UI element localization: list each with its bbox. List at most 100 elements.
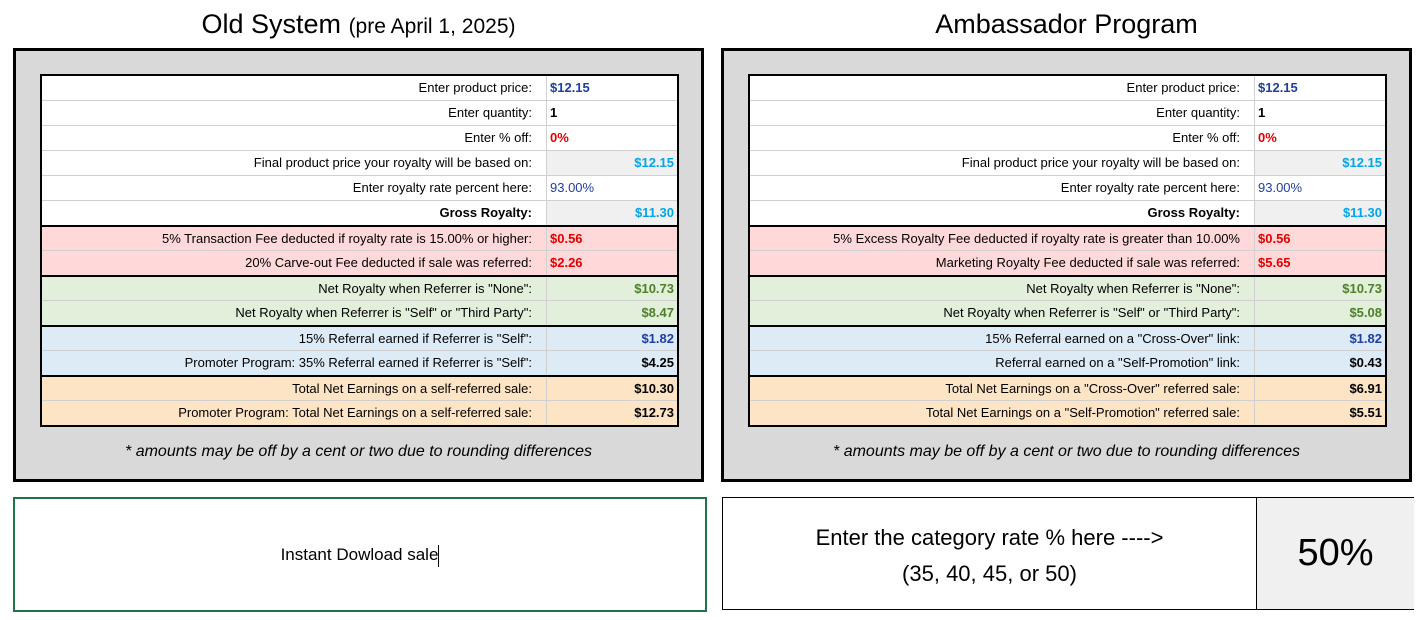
row-label: 5% Transaction Fee deducted if royalty r… [162, 231, 532, 246]
table-row: Enter royalty rate percent here: 93.00% [42, 175, 677, 200]
row-value: $5.65 [1254, 251, 1385, 275]
row-label: Promoter Program: 35% Referral earned if… [184, 355, 532, 370]
row-value[interactable]: 1 [546, 101, 677, 125]
rate-value[interactable]: 50% [1256, 498, 1414, 609]
row-value: $4.25 [546, 351, 677, 375]
row-label: 20% Carve-out Fee deducted if sale was r… [245, 255, 532, 270]
table-row: Total Net Earnings on a "Self-Promotion"… [750, 400, 1385, 425]
row-label: Enter product price: [418, 80, 532, 95]
row-label: Promoter Program: Total Net Earnings on … [178, 405, 532, 420]
row-label: Total Net Earnings on a "Cross-Over" ref… [945, 381, 1240, 396]
table-row: Total Net Earnings on a "Cross-Over" ref… [750, 375, 1385, 400]
row-label: Net Royalty when Referrer is "Self" or "… [943, 305, 1240, 320]
row-label: Final product price your royalty will be… [253, 155, 532, 170]
table-row: Enter % off: 0% [750, 125, 1385, 150]
table-row: 5% Transaction Fee deducted if royalty r… [42, 225, 677, 250]
row-value: $0.56 [1254, 227, 1385, 250]
row-label: Enter quantity: [448, 105, 532, 120]
row-label: Referral earned on a "Self-Promotion" li… [995, 355, 1240, 370]
row-label: Final product price your royalty will be… [961, 155, 1240, 170]
table-row: Final product price your royalty will be… [750, 150, 1385, 175]
table-row: 15% Referral earned on a "Cross-Over" li… [750, 325, 1385, 350]
row-label: 5% Excess Royalty Fee deducted if royalt… [833, 231, 1240, 246]
row-value: $0.43 [1254, 351, 1385, 375]
table-row: Final product price your royalty will be… [42, 150, 677, 175]
table-row: 20% Carve-out Fee deducted if sale was r… [42, 250, 677, 275]
row-value: $1.82 [1254, 327, 1385, 350]
prompt-options: (35, 40, 45, or 50) [902, 561, 1077, 586]
row-value: $10.73 [546, 277, 677, 300]
table-row: Net Royalty when Referrer is "None": $10.… [42, 275, 677, 300]
table-row: Enter quantity: 1 [750, 100, 1385, 125]
row-label: Enter royalty rate percent here: [1060, 180, 1240, 195]
row-label: Net Royalty when Referrer is "Self" or "… [235, 305, 532, 320]
row-label: 15% Referral earned if Referrer is "Self… [298, 331, 532, 346]
category-rate-cell: Enter the category rate % here ----> (35… [722, 497, 1414, 610]
footnote: * amounts may be off by a cent or two du… [125, 443, 592, 460]
row-label: Enter product price: [1126, 80, 1240, 95]
calc-table: Enter product price: $12.15 Enter quantity… [748, 74, 1387, 427]
row-label: Gross Royalty: [439, 205, 532, 220]
table-row: Enter % off: 0% [42, 125, 677, 150]
row-value: $10.73 [1254, 277, 1385, 300]
title-text: Ambassador Program [935, 9, 1198, 39]
row-label: Enter % off: [464, 130, 532, 145]
row-value: $6.91 [1254, 377, 1385, 400]
text-cursor [438, 544, 440, 567]
prompt-text: Enter the category rate % here ----> [815, 525, 1164, 550]
row-label: Total Net Earnings on a self-referred sa… [292, 381, 532, 396]
table-row: Enter product price: $12.15 [750, 76, 1385, 100]
table-row: Promoter Program: 35% Referral earned if… [42, 350, 677, 375]
panel-title: Old System (pre April 1, 2025) [13, 4, 704, 44]
sale-type: Instant Dowload sale [280, 545, 439, 564]
panel-title: Ambassador Program [721, 4, 1412, 44]
table-row: Promoter Program: Total Net Earnings on … [42, 400, 677, 425]
calc-table: Enter product price: $12.15 Enter quantity… [40, 74, 679, 427]
row-value[interactable]: 0% [1254, 126, 1385, 150]
table-row: Enter quantity: 1 [42, 100, 677, 125]
row-value[interactable]: 0% [546, 126, 677, 150]
table-row: Marketing Royalty Fee deducted if sale w… [750, 250, 1385, 275]
row-value[interactable]: $12.15 [546, 76, 677, 100]
row-label: Total Net Earnings on a "Self-Promotion"… [925, 405, 1240, 420]
row-value: $5.08 [1254, 301, 1385, 325]
panel-box: Enter product price: $12.15 Enter quantity… [13, 48, 704, 482]
row-label: Enter quantity: [1156, 105, 1240, 120]
row-label: Marketing Royalty Fee deducted if sale w… [935, 255, 1240, 270]
table-row: Net Royalty when Referrer is "Self" or "… [750, 300, 1385, 325]
row-value[interactable]: 93.00% [1254, 176, 1385, 200]
table-row: 5% Excess Royalty Fee deducted if royalt… [750, 225, 1385, 250]
title-text: Old System [201, 9, 342, 39]
table-row: Gross Royalty: $11.30 [42, 200, 677, 225]
row-value: $10.30 [546, 377, 677, 400]
row-value: $12.15 [1254, 151, 1385, 175]
row-value: $0.56 [546, 227, 677, 250]
row-value: $12.73 [546, 401, 677, 425]
row-label: Net Royalty when Referrer is "None": [1026, 281, 1240, 296]
row-value: $8.47 [546, 301, 677, 325]
row-value: $11.30 [546, 201, 677, 225]
table-row: Total Net Earnings on a self-referred sa… [42, 375, 677, 400]
row-value[interactable]: $12.15 [1254, 76, 1385, 100]
rate-prompt: Enter the category rate % here ----> (35… [723, 520, 1256, 592]
row-value: $2.26 [546, 251, 677, 275]
row-value[interactable]: 93.00% [546, 176, 677, 200]
table-row: Enter product price: $12.15 [42, 76, 677, 100]
table-row: Net Royalty when Referrer is "None": $10.… [750, 275, 1385, 300]
sale-type-cell[interactable]: Instant Dowload sale [13, 497, 707, 612]
row-value: $1.82 [546, 327, 677, 350]
table-row: Gross Royalty: $11.30 [750, 200, 1385, 225]
row-label: Gross Royalty: [1147, 205, 1240, 220]
panel-box: Enter product price: $12.15 Enter quantity… [721, 48, 1412, 482]
row-value: $12.15 [546, 151, 677, 175]
footnote: * amounts may be off by a cent or two du… [833, 443, 1300, 460]
table-row: Enter royalty rate percent here: 93.00% [750, 175, 1385, 200]
table-row: Referral earned on a "Self-Promotion" li… [750, 350, 1385, 375]
row-value: $11.30 [1254, 201, 1385, 225]
row-value[interactable]: 1 [1254, 101, 1385, 125]
row-label: Enter royalty rate percent here: [352, 180, 532, 195]
table-row: Net Royalty when Referrer is "Self" or "… [42, 300, 677, 325]
table-row: 15% Referral earned if Referrer is "Self… [42, 325, 677, 350]
row-label: Enter % off: [1172, 130, 1240, 145]
